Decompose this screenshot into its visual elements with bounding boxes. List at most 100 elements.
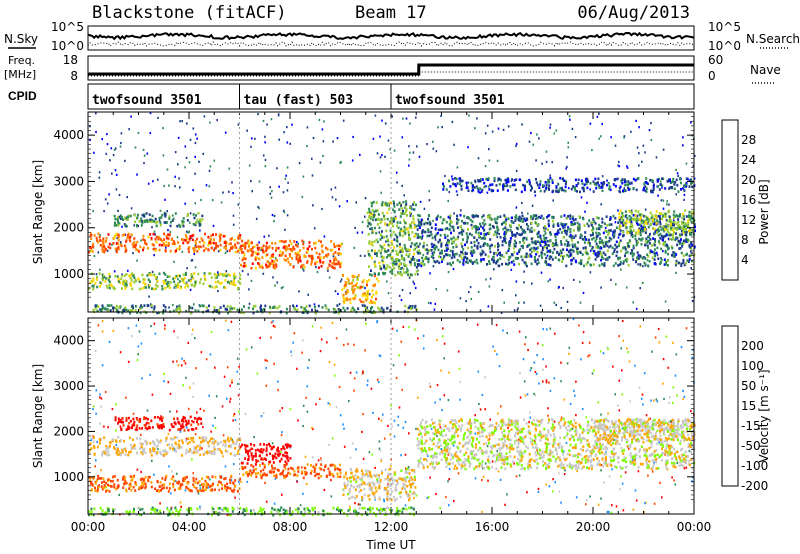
heatmap-noise-pixel — [376, 320, 379, 323]
heatmap-band-5-pixel — [392, 230, 395, 234]
heatmap-noise-pixel — [477, 157, 480, 160]
heatmap-noise-pixel — [302, 269, 305, 272]
heatmap-noise-pixel — [566, 362, 569, 365]
heatmap-band-6-pixel — [598, 264, 601, 267]
heatmap-band-9-pixel — [380, 309, 383, 313]
heatmap-band-6-pixel — [474, 214, 477, 218]
heatmap-noise-pixel — [426, 496, 429, 499]
heatmap-band-6-pixel — [619, 229, 622, 232]
heatmap-band-6-pixel — [554, 243, 557, 247]
heatmap-noise-pixel — [409, 292, 411, 295]
heatmap-noise-pixel — [530, 131, 532, 135]
heatmap-band-7-pixel — [557, 190, 560, 193]
heatmap-band-6-pixel — [518, 262, 520, 266]
heatmap-band-3-pixel — [272, 266, 275, 269]
heatmap-band-7-pixel — [472, 188, 475, 192]
heatmap-band-6-pixel — [511, 216, 513, 220]
heatmap-band-7-pixel — [679, 178, 682, 181]
heatmap-noise-pixel — [401, 136, 404, 139]
heatmap-band-1-pixel — [100, 282, 103, 285]
heatmap-band-0-pixel — [154, 238, 157, 241]
heatmap-band-6-pixel — [672, 251, 675, 254]
heatmap-band-0-pixel — [97, 240, 100, 244]
heatmap-noise-pixel — [271, 213, 274, 217]
heatmap-band-3-pixel — [244, 264, 247, 268]
heatmap-band-6-pixel — [508, 261, 511, 265]
heatmap-band-4-pixel — [368, 301, 371, 305]
heatmap-noise-pixel — [224, 465, 227, 468]
heatmap-noise-pixel — [682, 136, 684, 139]
heatmap-band-6-pixel — [560, 240, 563, 244]
heatmap-band-6-pixel — [678, 242, 681, 245]
heatmap-band-6-pixel — [545, 260, 548, 264]
heatmap-band-5-pixel — [374, 213, 376, 217]
heatmap-noise-pixel — [333, 374, 336, 377]
heatmap-band-0-pixel — [166, 451, 169, 454]
heatmap-band-0-pixel — [98, 236, 101, 239]
heatmap-noise-pixel — [620, 268, 622, 271]
heatmap-noise-pixel — [312, 427, 314, 431]
heatmap-band-6-pixel — [566, 248, 568, 252]
heatmap-band-5-pixel — [366, 219, 369, 222]
heatmap-noise-pixel — [571, 234, 574, 238]
heatmap-band-3-pixel — [283, 258, 286, 261]
heatmap-band-7-pixel — [545, 183, 548, 187]
heatmap-band-0-pixel — [216, 245, 219, 248]
heatmap-band-6-pixel — [630, 249, 633, 252]
heatmap-band-3-pixel — [335, 258, 338, 262]
heatmap-band-6-pixel — [535, 214, 538, 217]
heatmap-band-2-pixel — [121, 216, 123, 219]
heatmap-band-9-pixel — [337, 311, 340, 315]
heatmap-noise-pixel — [638, 237, 640, 240]
heatmap-noise-pixel — [581, 407, 584, 411]
heatmap-band-6-pixel — [549, 264, 552, 267]
heatmap-noise-pixel — [202, 152, 205, 155]
heatmap-band-5-pixel — [392, 260, 395, 264]
heatmap-band-6-pixel — [583, 224, 586, 227]
heatmap-noise-pixel — [168, 184, 170, 187]
heatmap-noise-pixel — [660, 257, 662, 260]
heatmap-noise-pixel — [312, 136, 315, 140]
heatmap-band-6-pixel — [540, 253, 543, 257]
heatmap-noise-pixel — [390, 404, 392, 407]
heatmap-band-0-pixel — [228, 249, 231, 252]
heatmap-noise-pixel — [380, 457, 383, 460]
heatmap-band-0-pixel — [189, 448, 191, 451]
heatmap-band-6-pixel — [507, 217, 510, 220]
heatmap-band-4-pixel — [342, 293, 345, 297]
heatmap-band-2-pixel — [164, 215, 167, 218]
heatmap-band-6-pixel — [418, 221, 421, 224]
heatmap-band-6-pixel — [672, 254, 675, 257]
heatmap-noise-pixel — [433, 468, 435, 471]
heatmap-band-6-pixel — [505, 217, 507, 221]
heatmap-band-0-pixel — [167, 233, 170, 236]
heatmap-noise-pixel — [668, 444, 670, 447]
heatmap-band-0-pixel — [224, 244, 227, 247]
heatmap-band-3-pixel — [240, 263, 242, 267]
heatmap-band-6-pixel — [534, 221, 537, 225]
heatmap-band-7-pixel — [582, 189, 585, 193]
heatmap-band-3-pixel — [243, 264, 246, 268]
heatmap-band-6-pixel — [686, 238, 689, 242]
heatmap-band-6-pixel — [466, 238, 469, 241]
heatmap-noise-pixel — [549, 126, 551, 129]
heatmap-band-8-pixel — [619, 225, 622, 228]
heatmap-band-4-pixel — [359, 285, 362, 289]
heatmap-band-3-pixel — [319, 258, 322, 262]
heatmap-noise-pixel — [654, 336, 657, 339]
heatmap-noise-pixel — [179, 430, 182, 433]
heatmap-band-0-pixel — [115, 232, 118, 236]
heatmap-band-6-pixel — [610, 223, 613, 226]
heatmap-noise-pixel — [119, 351, 122, 354]
heatmap-band-9-pixel — [233, 307, 236, 310]
heatmap-band-6-pixel — [624, 222, 627, 225]
heatmap-band-3-pixel — [331, 265, 334, 268]
heatmap-band-0-pixel — [201, 239, 204, 242]
heatmap-noise-pixel — [208, 478, 211, 481]
heatmap-noise-pixel — [402, 426, 405, 429]
heatmap-band-3-pixel — [307, 247, 310, 251]
heatmap-band-0-pixel — [145, 242, 148, 246]
heatmap-band-9-pixel — [231, 307, 234, 310]
heatmap-noise-pixel — [302, 339, 304, 342]
heatmap-noise-pixel — [189, 221, 191, 224]
